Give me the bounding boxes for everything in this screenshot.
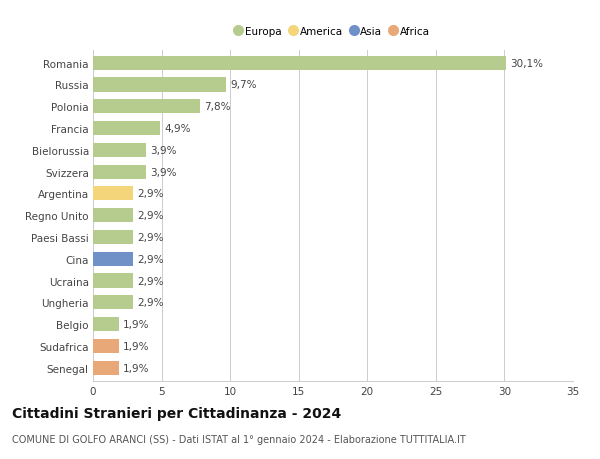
Bar <box>93 209 133 223</box>
Bar <box>93 274 133 288</box>
Legend: Europa, America, Asia, Africa: Europa, America, Asia, Africa <box>234 24 432 39</box>
Bar <box>93 187 133 201</box>
Text: Cittadini Stranieri per Cittadinanza - 2024: Cittadini Stranieri per Cittadinanza - 2… <box>12 406 341 420</box>
Text: 2,9%: 2,9% <box>137 254 163 264</box>
Text: 9,7%: 9,7% <box>230 80 257 90</box>
Bar <box>93 143 146 157</box>
Text: COMUNE DI GOLFO ARANCI (SS) - Dati ISTAT al 1° gennaio 2024 - Elaborazione TUTTI: COMUNE DI GOLFO ARANCI (SS) - Dati ISTAT… <box>12 434 466 444</box>
Bar <box>93 230 133 245</box>
Text: 3,9%: 3,9% <box>151 167 177 177</box>
Text: 2,9%: 2,9% <box>137 298 163 308</box>
Text: 2,9%: 2,9% <box>137 232 163 242</box>
Text: 4,9%: 4,9% <box>164 124 191 134</box>
Bar <box>93 78 226 92</box>
Text: 7,8%: 7,8% <box>204 102 230 112</box>
Bar <box>93 317 119 331</box>
Bar <box>93 56 506 71</box>
Bar <box>93 165 146 179</box>
Text: 2,9%: 2,9% <box>137 211 163 221</box>
Bar <box>93 296 133 310</box>
Text: 1,9%: 1,9% <box>123 341 149 351</box>
Text: 2,9%: 2,9% <box>137 276 163 286</box>
Text: 1,9%: 1,9% <box>123 363 149 373</box>
Text: 1,9%: 1,9% <box>123 319 149 330</box>
Bar <box>93 361 119 375</box>
Text: 2,9%: 2,9% <box>137 189 163 199</box>
Bar <box>93 252 133 266</box>
Bar <box>93 100 200 114</box>
Bar <box>93 122 160 136</box>
Text: 30,1%: 30,1% <box>510 59 543 68</box>
Bar <box>93 339 119 353</box>
Text: 3,9%: 3,9% <box>151 146 177 156</box>
